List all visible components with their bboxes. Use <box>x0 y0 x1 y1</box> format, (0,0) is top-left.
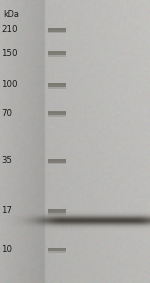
Text: 70: 70 <box>2 109 12 118</box>
FancyBboxPatch shape <box>48 115 66 117</box>
FancyBboxPatch shape <box>48 162 66 164</box>
FancyBboxPatch shape <box>48 248 66 252</box>
FancyBboxPatch shape <box>48 87 66 89</box>
FancyBboxPatch shape <box>48 28 66 31</box>
Text: 35: 35 <box>2 156 12 165</box>
FancyBboxPatch shape <box>48 52 66 53</box>
FancyBboxPatch shape <box>48 83 66 87</box>
Text: 150: 150 <box>2 49 18 58</box>
FancyBboxPatch shape <box>48 209 66 213</box>
FancyBboxPatch shape <box>48 51 66 55</box>
FancyBboxPatch shape <box>48 28 66 29</box>
FancyBboxPatch shape <box>48 159 66 162</box>
Text: 10: 10 <box>2 245 12 254</box>
FancyBboxPatch shape <box>48 159 66 160</box>
Text: 100: 100 <box>2 80 18 89</box>
FancyBboxPatch shape <box>48 83 66 85</box>
FancyBboxPatch shape <box>48 31 66 33</box>
FancyBboxPatch shape <box>48 213 66 215</box>
FancyBboxPatch shape <box>48 112 66 113</box>
FancyBboxPatch shape <box>48 55 66 57</box>
FancyBboxPatch shape <box>48 111 66 115</box>
FancyBboxPatch shape <box>48 248 66 249</box>
Text: 210: 210 <box>2 25 18 34</box>
Text: kDa: kDa <box>3 10 19 19</box>
FancyBboxPatch shape <box>48 252 66 253</box>
Text: 17: 17 <box>2 206 12 215</box>
FancyBboxPatch shape <box>48 209 66 211</box>
